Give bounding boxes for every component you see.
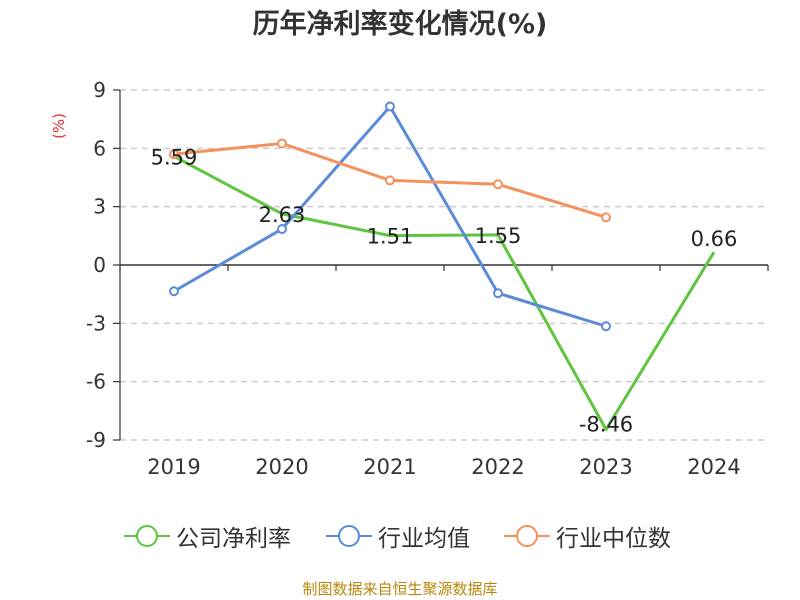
y-tick-label: -3 (86, 311, 106, 335)
data-label: 0.66 (691, 227, 738, 251)
data-label: 5.59 (151, 145, 198, 169)
legend-symbol-company-net-margin (124, 525, 170, 547)
series-line-1 (173, 105, 607, 328)
legend-label-industry-median: 行业中位数 (556, 526, 671, 552)
data-point-2 (385, 175, 395, 186)
source-note: 制图数据来自恒生聚源数据库 (302, 580, 498, 598)
grid-lines (120, 89, 768, 441)
y-tick-label: -6 (86, 370, 106, 394)
y-tick-label: 9 (93, 78, 106, 102)
data-point-1 (493, 288, 503, 299)
axes: 9 6 3 0 -3 -6 -9 2019 2020 2021 2022 2023 2024 (86, 78, 769, 479)
data-point-2 (601, 212, 611, 223)
data-point-2 (493, 179, 503, 190)
data-label: 1.51 (367, 225, 414, 249)
y-tick-label: 0 (93, 253, 106, 277)
legend-item-industry-median[interactable]: 行业中位数 (504, 520, 671, 552)
data-label: -8.46 (579, 413, 633, 437)
legend-symbol-industry-median (504, 525, 550, 547)
x-tick-label: 2020 (255, 455, 308, 479)
x-tick-label: 2019 (147, 455, 200, 479)
data-labels: 5.59 2.63 1.51 1.55 -8.46 0.66 (151, 145, 738, 436)
data-point-1 (385, 101, 395, 112)
chart-title: 历年净利率变化情况(%) (252, 9, 548, 40)
data-point-1 (169, 286, 179, 297)
legend-label-industry-average: 行业均值 (378, 526, 470, 552)
legend-symbol-industry-average (326, 525, 372, 547)
x-tick-label: 2021 (363, 455, 416, 479)
y-tick-label: -9 (86, 428, 106, 452)
data-label: 1.55 (475, 224, 522, 248)
y-tick-label: 6 (93, 136, 106, 160)
y-axis-unit-label: (%) (50, 113, 68, 139)
data-point-2 (169, 149, 179, 160)
legend-item-industry-average[interactable]: 行业均值 (326, 520, 470, 552)
legend-label-company-net-margin: 公司净利率 (176, 526, 291, 552)
x-tick-label: 2024 (687, 455, 740, 479)
legend-item-company-net-margin[interactable]: 公司净利率 (124, 520, 291, 552)
data-point-1 (277, 224, 287, 235)
data-point-2 (277, 138, 287, 149)
data-label: 2.63 (259, 203, 306, 227)
series-line-0 (173, 154, 716, 431)
data-point-1 (601, 321, 611, 332)
series-layer (169, 101, 716, 431)
x-tick-label: 2023 (579, 455, 632, 479)
y-tick-label: 3 (93, 195, 106, 219)
x-tick-label: 2022 (471, 455, 524, 479)
